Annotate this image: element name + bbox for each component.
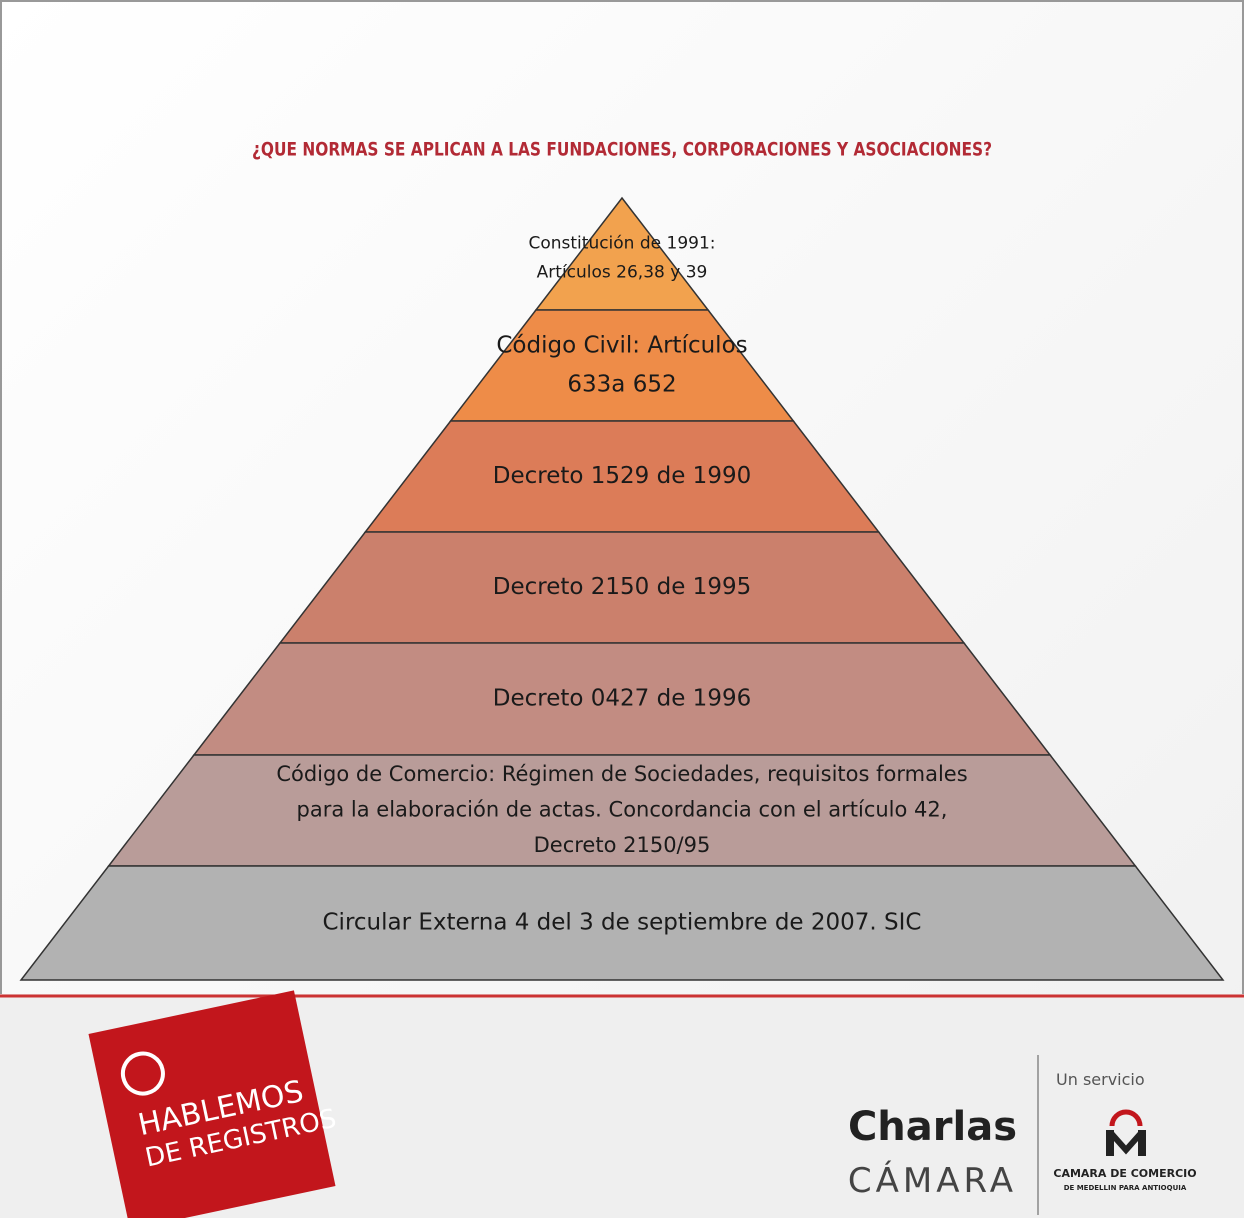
service: Un servicio — [1056, 1070, 1145, 1089]
brand: Charlas — [848, 1104, 1017, 1150]
level-text: Circular Externa 4 del 3 de septiembre d… — [323, 910, 922, 936]
chamber: CAMARA DE COMERCIO — [1053, 1167, 1196, 1180]
logo-box — [88, 990, 336, 1218]
level-text: Decreto 2150 de 1995 — [493, 574, 751, 600]
logo: HABLEMOS DE REGISTROS — [88, 990, 339, 1218]
chamber-mark — [1106, 1109, 1146, 1156]
brand: CÁMARA — [848, 1160, 1017, 1201]
level-text: Decreto 1529 de 1990 — [493, 463, 751, 489]
chamber: DE MEDELLIN PARA ANTIOQUIA — [1064, 1184, 1187, 1192]
pyramid-level — [19, 865, 1225, 981]
level-text: Código Civil: Artículos — [496, 332, 747, 358]
level-text: Constitución de 1991: — [528, 234, 715, 254]
level-text: para la elaboración de actas. Concordanc… — [297, 798, 948, 822]
mark-part — [1138, 1130, 1146, 1156]
mark-part — [1109, 1109, 1143, 1127]
mark-part — [1106, 1130, 1114, 1156]
title: ¿QUE NORMAS SE APLICAN A LAS FUNDACIONES… — [252, 139, 992, 161]
logo-bubble — [120, 1051, 165, 1096]
level-text: Código de Comercio: Régimen de Sociedade… — [276, 762, 967, 786]
level-text: 633a 652 — [567, 372, 676, 398]
mark-part — [1107, 1130, 1145, 1155]
level-text: Decreto 2150/95 — [534, 833, 711, 857]
level-text: Artículos 26,38 y 39 — [537, 262, 708, 282]
level-text: Decreto 0427 de 1996 — [493, 686, 751, 712]
pyramid: Constitución de 1991: Artículos 26,38 y 3… — [19, 196, 1225, 981]
